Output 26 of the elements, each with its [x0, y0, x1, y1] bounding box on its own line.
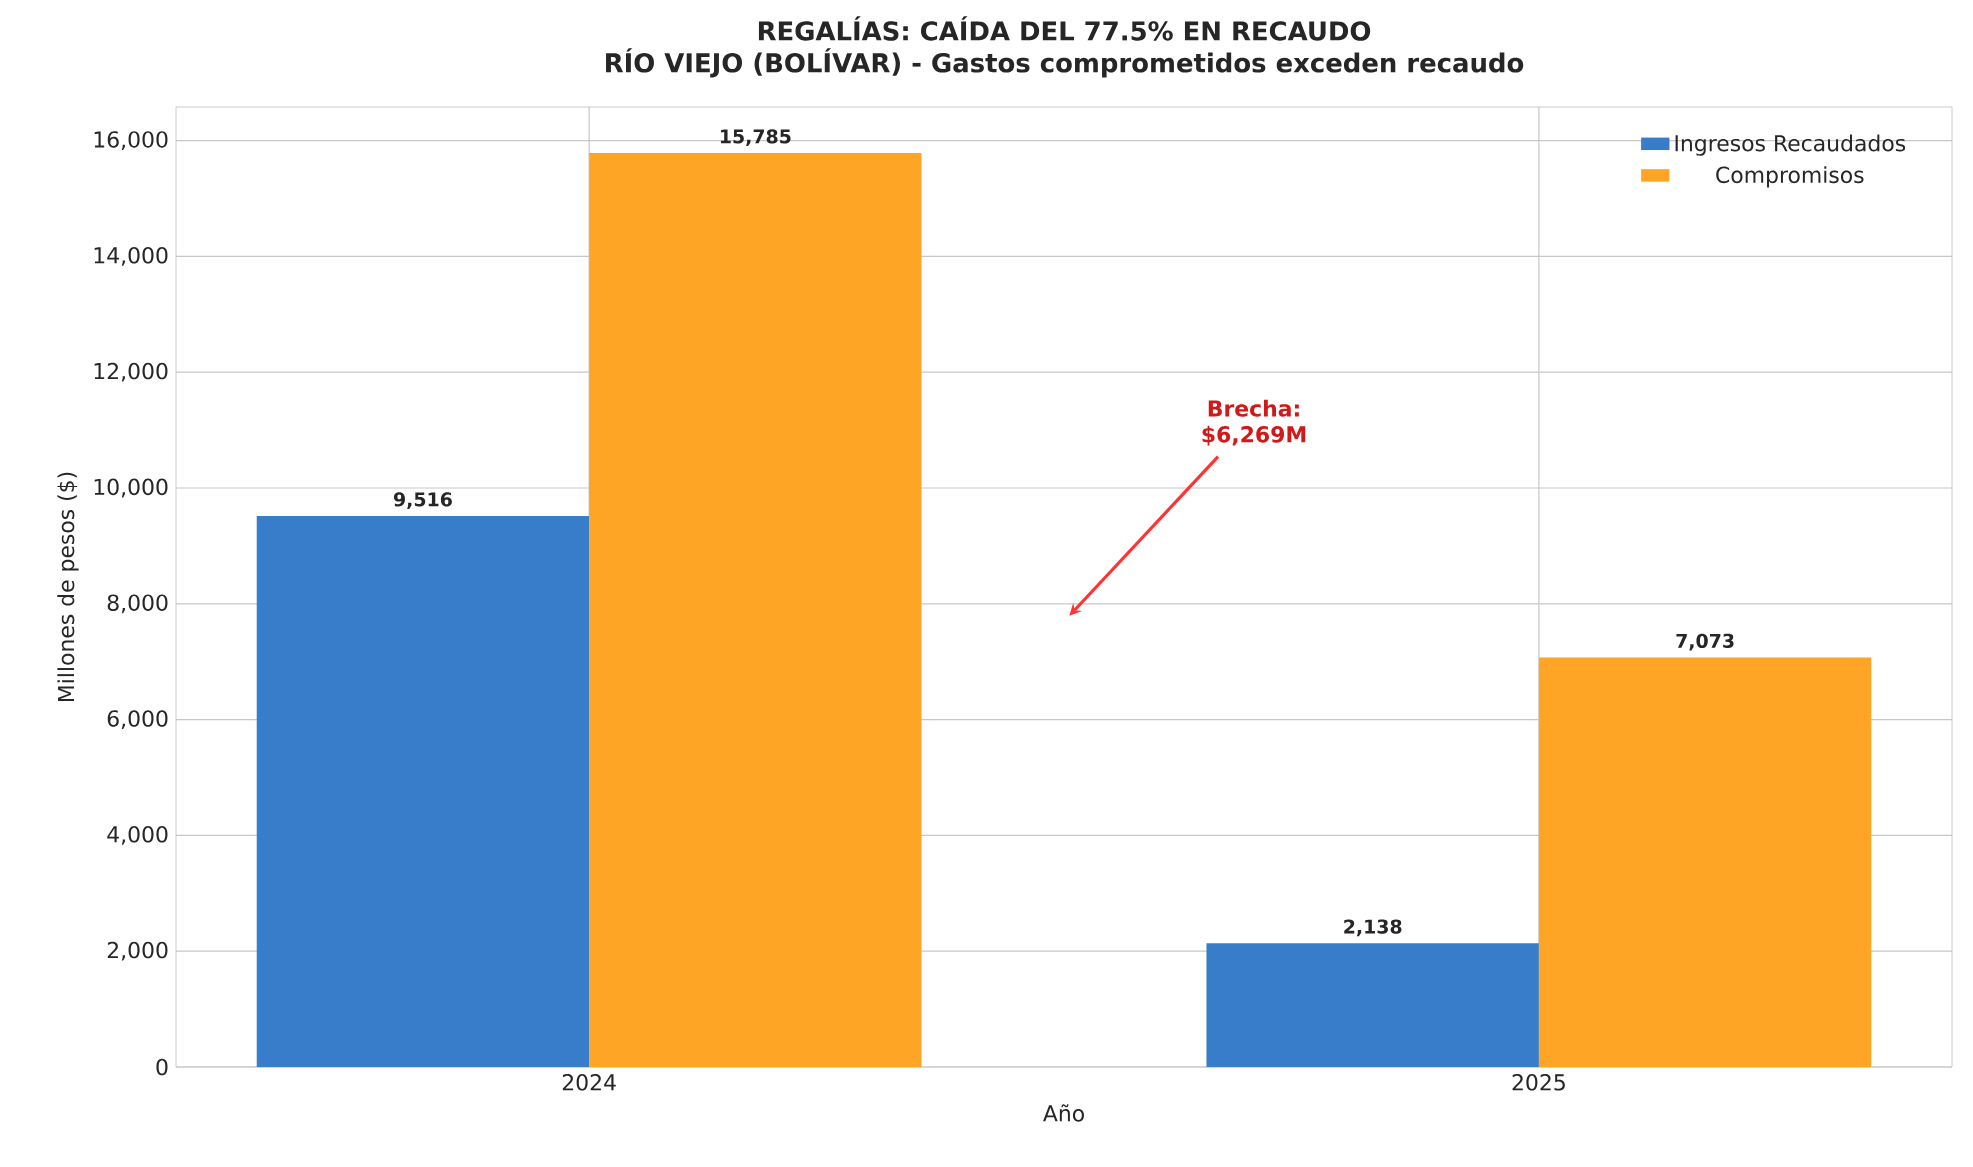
bar — [589, 153, 922, 1067]
chart-title: REGALÍAS: CAÍDA DEL 77.5% EN RECAUDO — [758, 16, 1371, 41]
y-tick-label: 12,000 — [94, 362, 168, 382]
legend-label: Ingresos Recaudados — [1675, 134, 1906, 156]
annotation: Brecha: $6,269M — [1202, 399, 1306, 446]
bar — [1206, 943, 1539, 1067]
chart-subtitle: RÍO VIEJO (BOLÍVAR) - Gastos comprometidos exceden recaudo — [606, 48, 1524, 78]
y-tick-label: 8,000 — [107, 594, 168, 614]
y-tick-label: 14,000 — [94, 246, 168, 266]
data-label: 9,516 — [393, 492, 452, 509]
x-tick-label: 2024 — [562, 1074, 616, 1091]
x-axis-title: Año — [1043, 1104, 1084, 1122]
bar — [256, 516, 590, 1067]
legend-label: Compromisos — [1716, 166, 1864, 188]
data-label: 2,138 — [1344, 919, 1402, 937]
data-label: 15,785 — [720, 129, 791, 146]
y-tick-label: 4,000 — [107, 826, 168, 845]
y-tick-label: 16,000 — [94, 131, 168, 150]
y-tick-label: 0 — [156, 1058, 168, 1076]
y-tick-label: 10,000 — [94, 478, 168, 498]
x-tick-label: 2025 — [1512, 1074, 1565, 1091]
y-axis-title: Millones de pesos ($) — [57, 472, 79, 702]
bar — [1538, 657, 1872, 1067]
y-tick-label: 6,000 — [107, 710, 168, 729]
data-label: 7,073 — [1676, 633, 1734, 651]
y-tick-label: 2,000 — [107, 941, 168, 961]
